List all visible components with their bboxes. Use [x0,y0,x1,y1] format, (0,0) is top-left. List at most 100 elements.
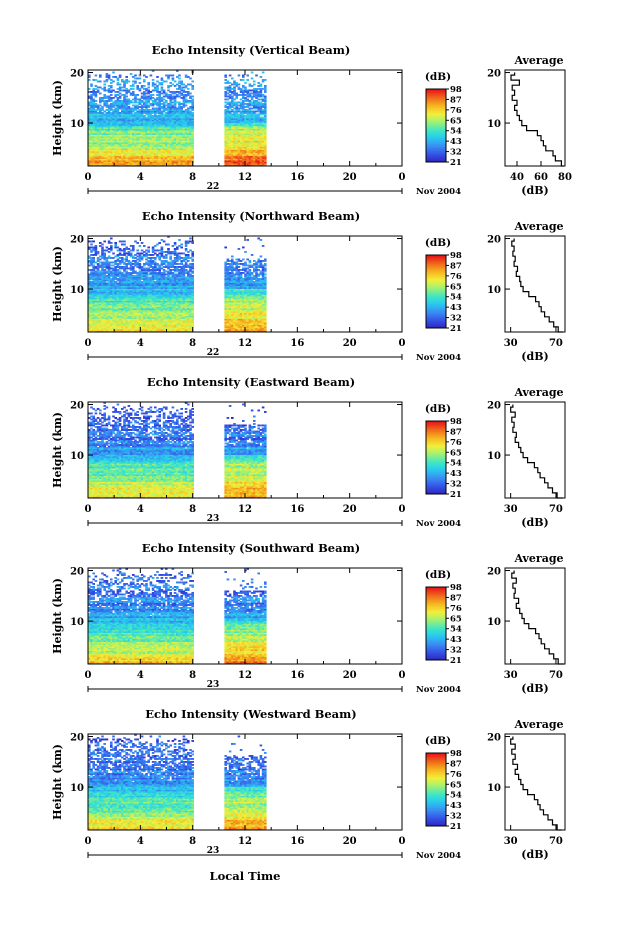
heatmap-cell [224,128,227,131]
heatmap-cell [165,112,168,114]
heatmap-cell [257,140,260,143]
heatmap-cell [136,312,139,315]
heatmap-cell [110,125,113,128]
heatmap-cell [140,86,144,89]
heatmap-cell [165,128,168,131]
heatmap-cell [151,109,155,111]
heatmap-cell [173,128,177,131]
heatmap-cell [171,318,175,321]
heatmap-cell [224,86,227,89]
heatmap-cell [96,164,100,167]
heatmap-cell [226,309,230,312]
heatmap-cell [121,158,124,161]
heatmap-cell [250,151,254,153]
heatmap-cell [231,152,234,155]
heatmap-cell [182,97,186,99]
heatmap-cell [134,104,137,107]
heatmap-cell [257,323,260,325]
heatmap-cell [134,113,137,116]
heatmap-cell [92,155,95,158]
heatmap-cell [184,110,188,113]
heatmap-cell [114,300,117,303]
heatmap-cell [88,300,91,303]
heatmap-cell [118,155,122,158]
heatmap-cell [107,136,111,138]
heatmap-cell [136,107,139,110]
heatmap-cell [253,148,256,150]
heatmap-cell [92,151,95,153]
heatmap-cell [261,145,265,147]
heatmap-cell [226,109,230,111]
heatmap-cell [169,128,172,131]
heatmap-cell [191,95,194,98]
heatmap-cell [257,98,260,101]
heatmap-cell [173,157,177,159]
heatmap-cell [154,302,157,304]
heatmap-cell [180,145,183,147]
heatmap-cell [239,94,243,96]
heatmap-cell [112,309,115,312]
heatmap-cell [255,124,258,126]
heatmap-cell [118,100,122,102]
heatmap-cell [173,98,177,101]
heatmap-cell [94,142,98,144]
heatmap-cell [239,110,243,113]
heatmap-cell [246,106,249,108]
heatmap-cell [123,152,126,155]
heatmap-cell [114,152,117,155]
heatmap-cell [228,330,232,333]
heatmap-cell [239,299,243,301]
heatmap-cell [224,324,227,327]
heatmap-cell [127,98,131,101]
heatmap-cell [167,112,170,114]
heatmap-cell [103,152,106,155]
heatmap-cell [180,92,183,95]
heatmap-cell [140,128,144,131]
heatmap-cell [132,104,135,107]
heatmap-cell [169,85,172,87]
heatmap-cell [158,91,161,93]
heatmap-cell [189,128,192,131]
heatmap-cell [242,318,245,321]
heatmap-cell [182,318,186,321]
heatmap-cell [184,146,188,149]
heatmap-cell [103,113,106,116]
heatmap-cell [105,327,109,330]
heatmap-cell [239,98,243,101]
heatmap-cell [169,300,172,303]
heatmap-cell [147,82,150,84]
heatmap-cell [129,163,133,165]
heatmap-cell [107,309,111,312]
heatmap-cell [129,73,133,75]
heatmap-cell [127,149,131,152]
heatmap-cell [125,148,128,150]
heatmap-cell [182,317,186,319]
heatmap-cell [253,152,256,155]
heatmap-cell [165,300,168,303]
heatmap-cell [136,148,139,150]
heatmap-cell [149,142,153,144]
heatmap-cell [110,315,113,318]
heatmap-cell [136,101,139,104]
heatmap-cell [189,122,192,125]
heatmap-cell [242,149,245,152]
heatmap-cell [246,164,249,167]
heatmap-cell [138,130,142,132]
heatmap-cell [110,134,113,137]
heatmap-cell [92,112,95,114]
heatmap-cell [255,107,258,110]
heatmap-cell [101,315,104,318]
heatmap-cell [118,297,122,300]
heatmap-cell [112,130,115,132]
heatmap-cell [118,321,122,324]
heatmap-cell [165,155,168,158]
heatmap-cell [156,323,159,325]
heatmap-cell [158,155,161,158]
heatmap-cell [136,98,139,101]
heatmap-cell [125,305,128,307]
heatmap-cell [248,163,252,165]
heatmap-cell [154,163,157,165]
heatmap-cell [160,161,164,164]
heatmap-cell [158,148,161,150]
heatmap-cell [94,311,98,313]
